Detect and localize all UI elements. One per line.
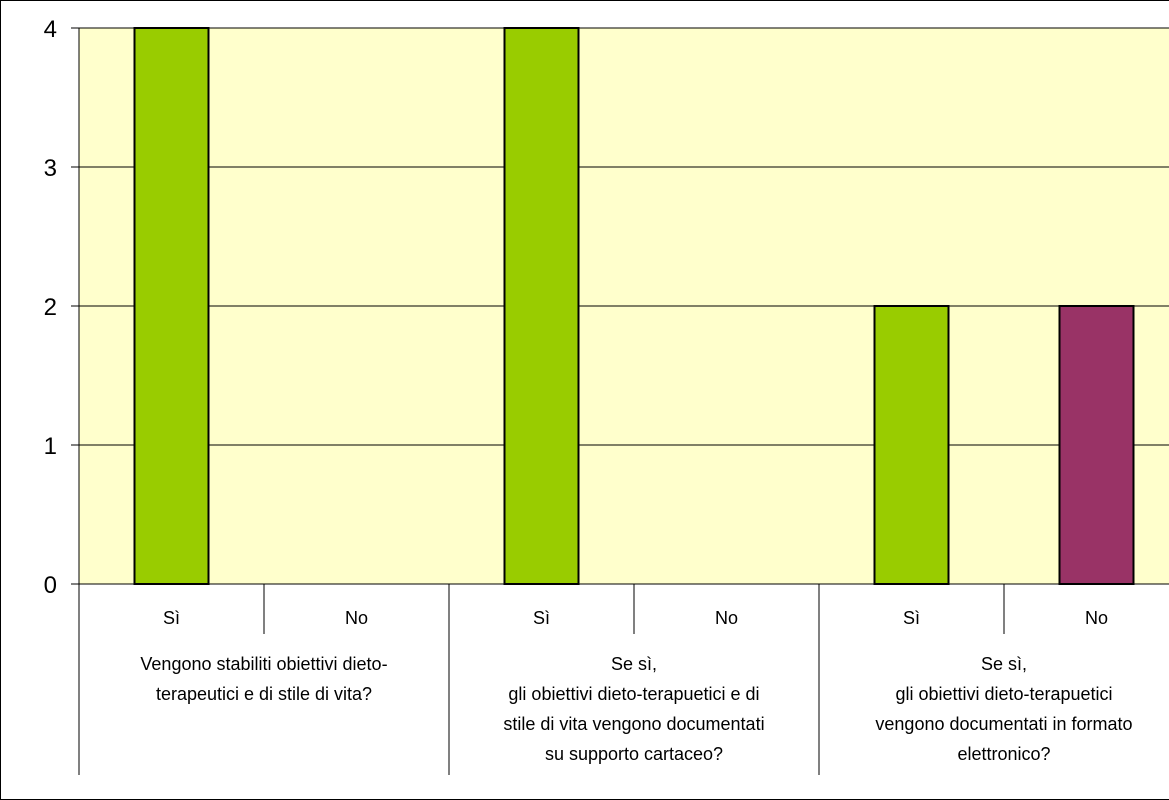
category-label-g2-0: Sì <box>903 608 920 628</box>
y-tick-label-2: 2 <box>44 294 57 321</box>
group-label-2-line-0: Se sì, <box>981 654 1027 674</box>
category-label-g0-1: No <box>345 608 368 628</box>
group-label-2-line-2: vengono documentati in formato <box>875 714 1132 734</box>
bar-g0-sì <box>135 28 209 584</box>
group-label-1-line-2: stile di vita vengono documentati <box>503 714 764 734</box>
y-tick-label-1: 1 <box>44 433 57 460</box>
category-label-g2-1: No <box>1085 608 1108 628</box>
y-tick-label-0: 0 <box>44 572 57 599</box>
bar-g1-sì <box>505 28 579 584</box>
group-label-0-line-0: Vengono stabiliti obiettivi dieto- <box>140 654 387 674</box>
group-label-1-line-3: su supporto cartaceo? <box>545 744 723 764</box>
category-label-g0-0: Sì <box>163 608 180 628</box>
group-label-2-line-3: elettronico? <box>957 744 1050 764</box>
y-tick-label-3: 3 <box>44 155 57 182</box>
bar-g2-sì <box>875 306 949 584</box>
y-tick-label-4: 4 <box>44 16 57 43</box>
group-label-0-line-1: terapeutici e di stile di vita? <box>156 684 372 704</box>
bar-g2-no <box>1060 306 1134 584</box>
group-label-1-line-0: Se sì, <box>611 654 657 674</box>
category-label-g1-1: No <box>715 608 738 628</box>
category-label-g1-0: Sì <box>533 608 550 628</box>
group-label-1-line-1: gli obiettivi dieto-terapuetici e di <box>508 684 759 704</box>
group-label-2-line-1: gli obiettivi dieto-terapuetici <box>895 684 1112 704</box>
